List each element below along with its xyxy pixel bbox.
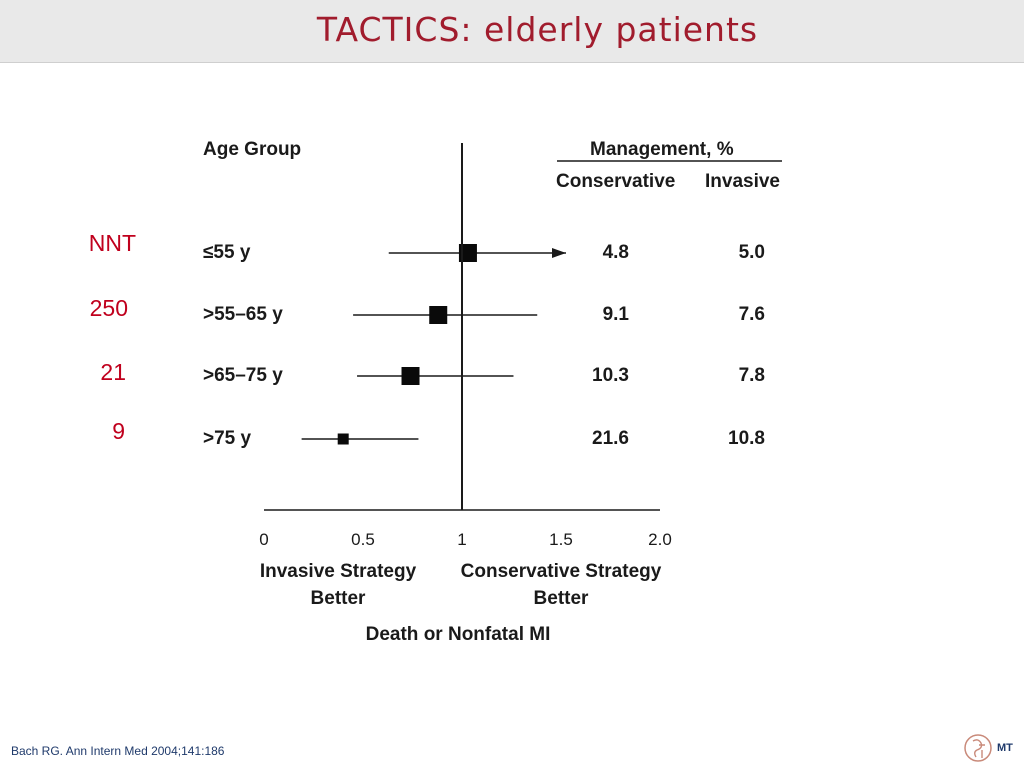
conservative-header: Conservative: [556, 171, 675, 192]
slide-title: TACTICS: elderly patients: [316, 10, 759, 49]
right-direction-label: Conservative Strategy: [461, 561, 662, 582]
title-bar: TACTICS: elderly patients: [0, 0, 1024, 63]
invasive-header: Invasive: [705, 171, 780, 192]
right-direction-label-2: Better: [534, 588, 590, 609]
point-estimate: [429, 306, 448, 324]
x-tick-label: 0.5: [351, 530, 375, 549]
left-direction-label: Invasive Strategy: [260, 561, 417, 582]
x-axis-label: Death or Nonfatal MI: [366, 624, 551, 645]
forest-rows: ≤55 y 4.8 5.0 >55–65 y 9.1 7.6 >65–75 y 10.3 7.8…: [203, 242, 765, 449]
x-tick-label: 2.0: [648, 530, 672, 549]
management-header: Management, %: [590, 139, 734, 160]
invasive-value: 5.0: [739, 242, 765, 263]
point-estimate: [458, 244, 477, 262]
x-tick-label: 0: [259, 530, 268, 549]
age-group-label: >65–75 y: [203, 365, 283, 386]
forest-row: >65–75 y 10.3 7.8: [203, 365, 765, 386]
left-direction-label-2: Better: [311, 588, 367, 609]
conservative-value: 21.6: [592, 428, 629, 449]
truncation-arrow-icon: [552, 248, 566, 258]
invasive-value: 10.8: [728, 428, 765, 449]
conservative-value: 10.3: [592, 365, 629, 386]
age-group-label: >75 y: [203, 428, 252, 449]
x-axis: 0 0.5 1 1.5 2.0: [259, 143, 672, 549]
age-group-label: >55–65 y: [203, 304, 283, 325]
age-group-header: Age Group: [203, 139, 301, 160]
point-estimate: [401, 367, 420, 385]
conservative-value: 9.1: [603, 304, 630, 325]
x-tick-label: 1.5: [549, 530, 573, 549]
age-group-label: ≤55 y: [203, 242, 251, 263]
invasive-value: 7.8: [739, 365, 765, 386]
forest-row: ≤55 y 4.8 5.0: [203, 242, 765, 263]
conservative-value: 4.8: [603, 242, 629, 263]
point-estimate: [337, 433, 349, 445]
nnt-value: 21: [100, 359, 126, 385]
nnt-header: NNT: [88, 230, 136, 256]
forest-row: >55–65 y 9.1 7.6: [203, 304, 765, 325]
nnt-value: 9: [112, 418, 125, 444]
citation: Bach RG. Ann Intern Med 2004;141:186: [11, 744, 225, 758]
logo-text: MT: [997, 742, 1013, 754]
forest-row: >75 y 21.6 10.8: [203, 428, 765, 449]
institution-logo-icon: [964, 734, 992, 762]
invasive-value: 7.6: [739, 304, 765, 325]
nnt-value: 250: [89, 295, 128, 321]
x-tick-label: 1: [457, 530, 466, 549]
